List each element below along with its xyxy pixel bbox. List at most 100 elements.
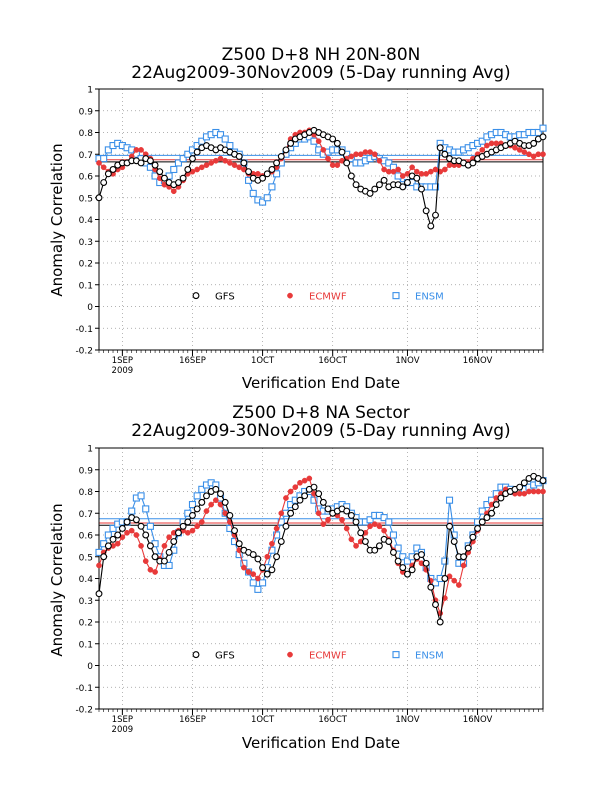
point-ecmwf <box>460 562 467 569</box>
point-ensm <box>399 553 407 561</box>
point-ecmwf <box>451 577 458 584</box>
series-line-gfs <box>98 475 544 623</box>
point-ecmwf <box>479 147 486 153</box>
point-ecmwf <box>399 173 406 179</box>
point-gfs <box>160 174 168 182</box>
point-ecmwf <box>339 516 345 523</box>
point-ecmwf <box>367 523 373 530</box>
point-ecmwf <box>241 564 247 571</box>
point-gfs <box>193 505 201 513</box>
chart-subtitle: 22Aug2009-30Nov2009 (5-Day running Avg) <box>131 421 510 441</box>
point-gfs <box>371 185 379 193</box>
point-gfs <box>366 189 374 197</box>
point-gfs <box>217 490 224 498</box>
point-ecmwf <box>521 490 528 497</box>
point-ecmwf <box>325 155 331 162</box>
y-tick-label: 0 <box>87 303 93 313</box>
point-gfs <box>315 490 323 498</box>
y-tick-label: -0.1 <box>75 684 93 694</box>
point-ecmwf <box>250 571 257 578</box>
point-gfs <box>324 505 332 513</box>
point-gfs <box>357 529 365 537</box>
point-ensm <box>179 155 187 163</box>
point-ecmwf <box>530 153 537 160</box>
point-gfs <box>516 483 524 491</box>
y-tick-label: 0.8 <box>79 129 94 139</box>
point-ensm <box>193 492 201 500</box>
point-ensm <box>100 155 108 163</box>
point-ensm <box>170 165 178 174</box>
point-gfs <box>520 479 528 487</box>
point-ecmwf <box>138 543 144 549</box>
y-tick-label: 0.4 <box>79 575 94 585</box>
point-gfs <box>212 485 220 493</box>
point-gfs <box>263 170 271 178</box>
point-ecmwf <box>114 540 121 547</box>
point-gfs <box>432 211 439 219</box>
point-gfs <box>380 176 388 184</box>
point-gfs <box>352 518 360 526</box>
x-tick-label: 16NOV <box>463 715 493 725</box>
chart-na: Z500 D+8 NA Sector 22Aug2009-30Nov2009 (… <box>48 403 547 752</box>
point-gfs <box>263 570 271 578</box>
point-gfs <box>160 557 168 565</box>
y-tick-label: 0.2 <box>79 619 93 629</box>
point-ecmwf <box>292 484 299 490</box>
legend-marker-ensm <box>392 292 400 300</box>
point-gfs <box>184 166 192 173</box>
point-gfs <box>231 527 238 535</box>
point-ecmwf <box>381 527 387 534</box>
point-ecmwf <box>353 543 359 549</box>
point-ensm <box>142 505 150 513</box>
point-gfs <box>151 553 159 561</box>
x-tick-label: 16NOV <box>463 356 493 366</box>
point-ecmwf <box>427 168 434 175</box>
point-gfs <box>422 207 430 215</box>
point-ensm <box>403 557 412 565</box>
y-tick-label: 0.1 <box>79 281 93 291</box>
point-gfs <box>343 507 351 515</box>
point-ensm <box>254 585 262 593</box>
point-ensm <box>216 131 225 139</box>
point-gfs <box>179 174 187 182</box>
point-ecmwf <box>390 168 397 175</box>
point-gfs <box>385 538 393 545</box>
y-tick-label: 0.2 <box>79 260 93 270</box>
chart-title: Z500 D+8 NH 20N-80N <box>222 45 421 65</box>
series-gfs <box>95 472 547 626</box>
chart-nh: Z500 D+8 NH 20N-80N 22Aug2009-30Nov2009 … <box>48 45 547 392</box>
point-ecmwf <box>530 488 537 495</box>
point-gfs <box>404 179 411 186</box>
plot-area: -0.2 -0.1 0 0.1 0.2 0.3 0.4 0.5 0.6 0.7 0.8 0.9 1 1SE… <box>75 445 547 735</box>
point-gfs <box>497 494 505 502</box>
y-tick-label: -0.2 <box>75 347 93 357</box>
point-ecmwf <box>325 516 331 523</box>
point-ecmwf <box>493 140 500 147</box>
point-gfs <box>441 150 449 158</box>
point-ensm <box>445 496 454 504</box>
point-ecmwf <box>198 519 205 525</box>
series-gfs <box>95 126 547 230</box>
point-ensm <box>539 124 547 132</box>
legend-label-gfs: GFS <box>215 651 235 662</box>
legend-marker-ensm <box>392 651 400 659</box>
y-tick-label: 0.8 <box>79 488 94 498</box>
point-gfs <box>170 538 178 545</box>
point-gfs <box>338 148 346 156</box>
point-ecmwf <box>516 490 523 497</box>
y-tick-label: -0.2 <box>75 706 93 716</box>
point-ecmwf <box>357 151 364 158</box>
y-tick-label: 0.9 <box>79 107 94 117</box>
point-ecmwf <box>96 160 102 166</box>
point-gfs <box>539 133 547 141</box>
point-gfs <box>193 148 201 156</box>
x-tick-label: 1SEP <box>112 715 133 725</box>
point-ecmwf <box>334 162 341 168</box>
point-ecmwf <box>203 508 210 514</box>
point-ecmwf <box>371 521 378 527</box>
point-gfs <box>184 518 192 526</box>
point-ecmwf <box>484 142 490 149</box>
point-gfs <box>137 159 145 167</box>
point-ecmwf <box>194 523 200 530</box>
point-gfs <box>441 575 449 582</box>
